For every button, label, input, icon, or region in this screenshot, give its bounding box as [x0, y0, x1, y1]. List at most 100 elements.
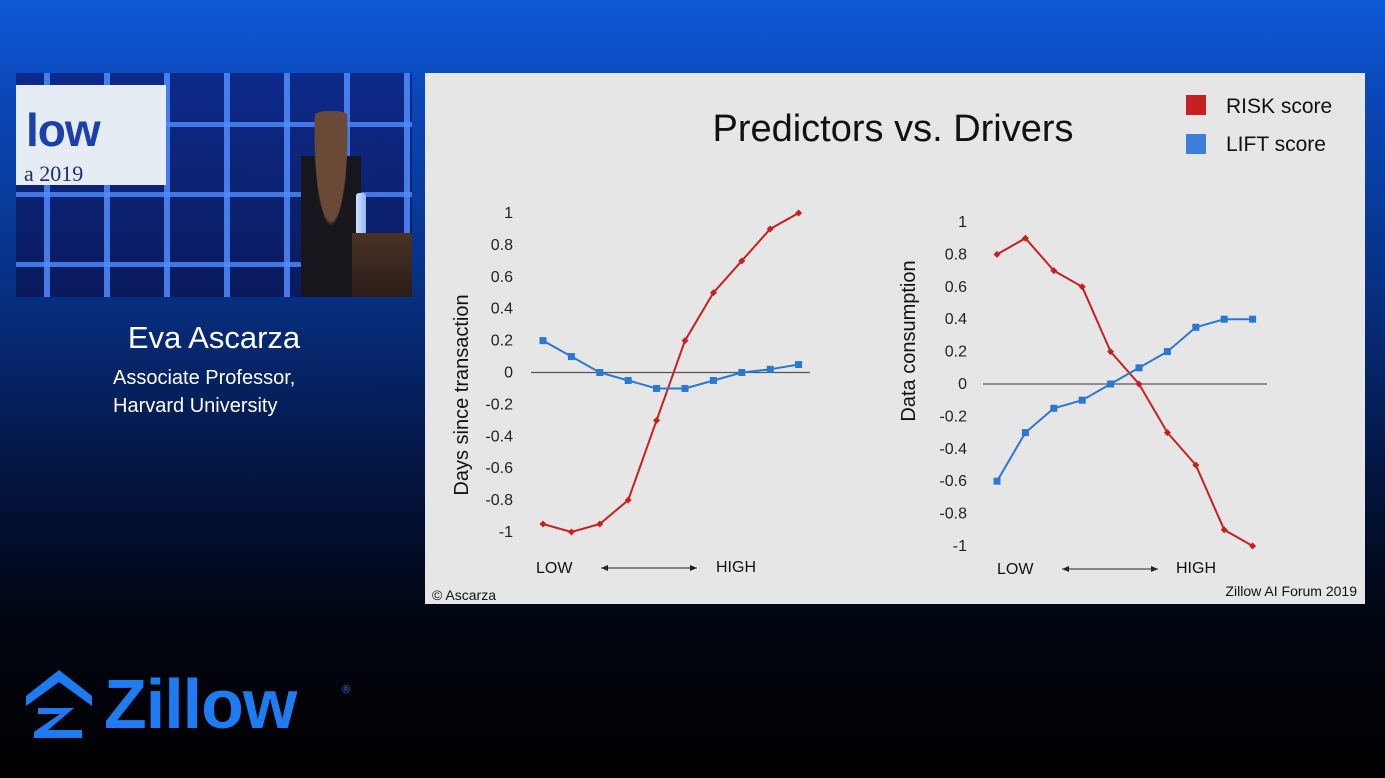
data-point-risk-score: [596, 520, 604, 528]
data-point-risk-score: [795, 209, 803, 217]
series-line-lift-score: [542, 339, 799, 390]
y-tick-label: 0.4: [491, 301, 513, 318]
data-point-lift-score: [624, 376, 632, 384]
y-tick-label: 0: [504, 365, 513, 382]
data-point-risk-score: [1107, 348, 1115, 356]
data-point-risk-score: [738, 257, 746, 265]
data-point-lift-score: [567, 353, 575, 361]
data-point-lift-score: [1021, 429, 1029, 437]
data-point-lift-score: [993, 477, 1001, 485]
data-point-risk-score: [1163, 429, 1171, 437]
data-point-risk-score: [1135, 380, 1143, 388]
data-point-risk-score: [681, 337, 689, 345]
y-tick-label: 1: [504, 205, 513, 222]
data-point-lift-score: [539, 337, 547, 345]
data-point-risk-score: [653, 416, 661, 424]
data-point-risk-score: [993, 250, 1001, 258]
zillow-house-icon: [26, 670, 92, 738]
series-line-lift-score: [996, 318, 1253, 482]
stage-sign-logo: low: [26, 104, 101, 156]
data-point-risk-score: [1050, 267, 1058, 275]
y-tick-label: -0.6: [939, 473, 967, 490]
y-axis-label: Data consumption: [898, 260, 920, 421]
x-axis-arrow-right: [1151, 566, 1158, 572]
y-tick-label: -0.2: [485, 396, 513, 413]
slide-event-label: Zillow AI Forum 2019: [1226, 583, 1358, 599]
y-tick-label: -0.4: [485, 428, 513, 445]
stage-sign-year: a 2019: [24, 161, 84, 186]
data-point-risk-score: [1249, 542, 1257, 550]
slide-title: Predictors vs. Drivers: [712, 108, 1073, 150]
data-point-lift-score: [709, 376, 717, 384]
y-tick-label: -0.8: [939, 506, 967, 523]
data-point-lift-score: [1078, 396, 1086, 404]
data-point-lift-score: [766, 365, 774, 373]
zillow-registered-mark: ®: [342, 684, 351, 696]
series-line-risk-score: [996, 236, 1254, 547]
x-axis-arrow-left: [1062, 566, 1069, 572]
data-point-lift-score: [1220, 315, 1228, 323]
legend-swatch-risk: [1186, 95, 1206, 115]
speaker-title-line-2: Harvard University: [113, 395, 278, 417]
data-point-lift-score: [681, 384, 689, 392]
x-axis-low-label: LOW: [997, 561, 1034, 578]
data-point-lift-score: [1135, 364, 1143, 372]
series-line-risk-score: [542, 212, 800, 534]
speaker-name: Eva Ascarza: [127, 320, 301, 355]
data-point-risk-score: [1192, 461, 1200, 469]
presentation-slide: Predictors vs. Drivers RISK score LIFT s…: [425, 73, 1365, 604]
y-tick-label: 0: [958, 376, 967, 393]
y-axis-label: Days since transaction: [451, 294, 473, 495]
chart-data-consumption: 1 0.8 0.6 0.4 0.2 0 -0.2 -0.4 -0.6 -0.8 -1 Data con…: [898, 214, 1267, 578]
data-point-lift-score: [653, 384, 661, 392]
zillow-logo-text: Zillow: [104, 665, 297, 743]
y-tick-label: 1: [958, 214, 967, 231]
speaker-video: low a 2019: [16, 73, 412, 297]
data-point-risk-score: [567, 528, 575, 536]
data-point-lift-score: [1050, 404, 1058, 412]
data-point-lift-score: [738, 369, 746, 376]
data-point-risk-score: [1078, 283, 1086, 291]
legend-swatch-lift: [1186, 134, 1206, 154]
y-tick-label: 0.8: [945, 246, 967, 263]
data-point-risk-score: [624, 496, 632, 504]
x-axis-high-label: HIGH: [716, 559, 756, 576]
x-axis-high-label: HIGH: [1176, 560, 1216, 577]
data-point-lift-score: [795, 361, 803, 369]
data-point-risk-score: [1021, 234, 1029, 242]
y-tick-label: -0.2: [939, 408, 967, 425]
y-tick-label: 0.2: [945, 344, 967, 361]
y-tick-label: -1: [499, 524, 513, 541]
water-bottle: [356, 193, 366, 235]
data-point-lift-score: [1249, 315, 1257, 323]
data-point-risk-score: [766, 225, 774, 233]
data-point-lift-score: [596, 369, 604, 376]
y-tick-label: 0.4: [945, 311, 967, 328]
data-point-lift-score: [1192, 323, 1200, 331]
speaker-title-line-1: Associate Professor,: [113, 367, 296, 389]
speaker-title: Associate Professor, Harvard University: [113, 364, 413, 420]
legend: RISK score LIFT score: [1186, 95, 1332, 156]
data-point-risk-score: [539, 520, 547, 528]
legend-label-lift: LIFT score: [1226, 133, 1326, 156]
data-point-lift-score: [1107, 380, 1115, 388]
y-tick-label: -1: [953, 538, 967, 555]
stage-sign: low a 2019: [16, 85, 166, 186]
podium: [352, 233, 412, 297]
x-axis-low-label: LOW: [536, 560, 573, 577]
data-point-risk-score: [1220, 526, 1228, 534]
data-point-lift-score: [1163, 348, 1171, 356]
y-tick-label: 0.2: [491, 333, 513, 350]
y-tick-label: 0.8: [491, 237, 513, 254]
y-tick-label: -0.6: [485, 460, 513, 477]
y-tick-label: -0.4: [939, 441, 967, 458]
slide-canvas: Predictors vs. Drivers RISK score LIFT s…: [432, 95, 1358, 603]
chart-days-since-transaction: 1 0.8 0.6 0.4 0.2 0 -0.2 -0.4 -0.6 -0.8 -1 Days sin…: [451, 205, 810, 577]
slide-copyright: © Ascarza: [432, 587, 496, 603]
legend-label-risk: RISK score: [1226, 95, 1332, 118]
data-point-risk-score: [709, 289, 717, 297]
y-tick-label: 0.6: [945, 279, 967, 296]
x-axis-arrow-left: [601, 565, 608, 571]
y-tick-label: -0.8: [485, 492, 513, 509]
y-tick-label: 0.6: [491, 269, 513, 286]
